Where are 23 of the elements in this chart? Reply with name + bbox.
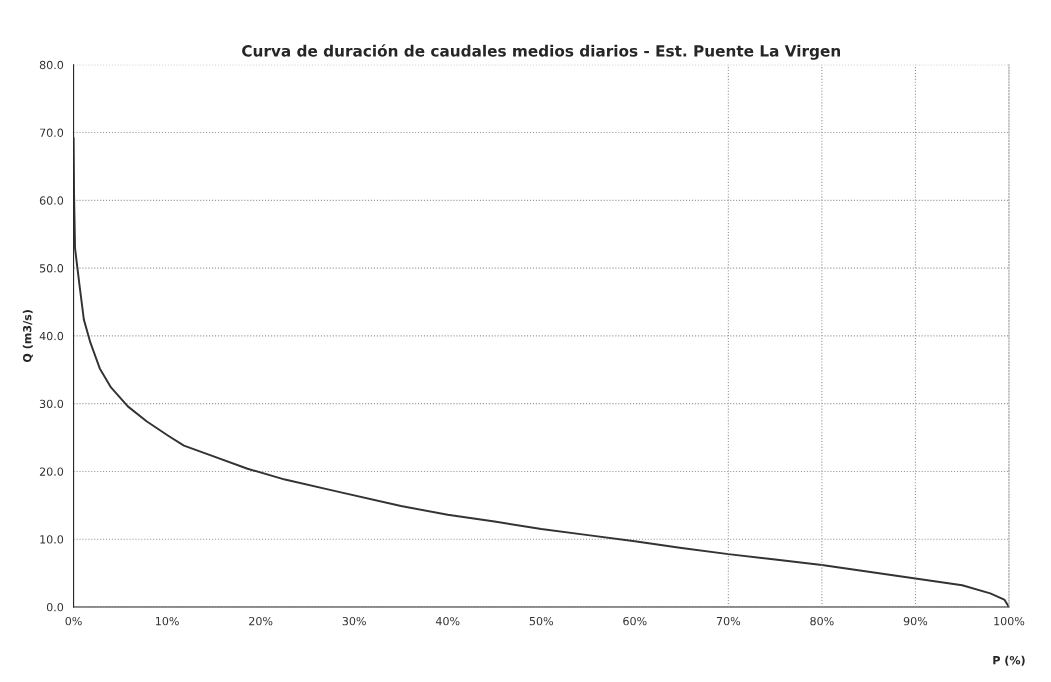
x-tick-label: 100% xyxy=(994,616,1025,626)
x-tick-label: 50% xyxy=(529,616,553,626)
y-tick-label: 30.0 xyxy=(39,399,64,409)
x-tick-label: 30% xyxy=(342,616,366,626)
x-tick-label: 60% xyxy=(623,616,647,626)
x-tick-label: 10% xyxy=(155,616,179,626)
x-tick-label: 0% xyxy=(65,616,82,626)
x-tick-label: 90% xyxy=(903,616,928,626)
x-axis-title: P (%) xyxy=(993,655,1025,666)
y-tick-label: 70.0 xyxy=(40,128,64,137)
x-tick-label: 80% xyxy=(810,616,834,626)
x-tick-label: 40% xyxy=(435,616,460,626)
y-tick-label: 50.0 xyxy=(39,264,64,273)
y-axis-title: Q (m3/s) xyxy=(22,310,33,363)
y-tick-label: 80.0 xyxy=(39,60,64,70)
chart-title: Curva de duración de caudales medios diarios - Est. Puente La Virgen xyxy=(242,44,841,60)
y-tick-label: 10.0 xyxy=(40,535,64,544)
x-tick-label: 20% xyxy=(249,616,273,626)
y-tick-label: 20.0 xyxy=(39,467,64,476)
y-tick-label: 0.0 xyxy=(46,602,64,612)
x-tick-label: 70% xyxy=(716,616,741,626)
y-tick-label: 60.0 xyxy=(39,196,64,205)
y-tick-label: 40.0 xyxy=(39,331,64,341)
